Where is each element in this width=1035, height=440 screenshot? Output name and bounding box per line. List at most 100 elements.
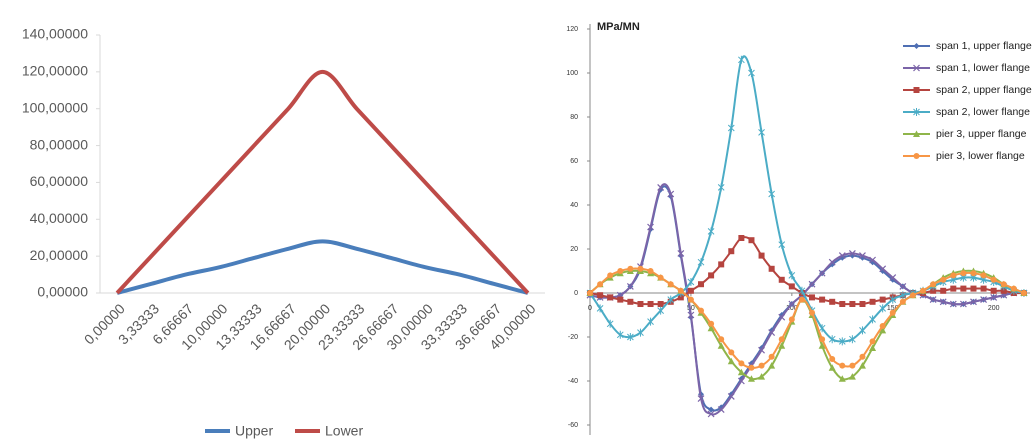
y-tick-label: 20	[570, 246, 578, 253]
x-tick-label: 200	[988, 305, 1000, 312]
marker	[879, 326, 887, 334]
marker	[899, 298, 906, 305]
marker	[920, 287, 927, 294]
marker	[778, 342, 786, 349]
marker	[717, 406, 725, 414]
marker	[617, 296, 624, 303]
marker	[768, 329, 776, 337]
series-line	[589, 269, 1025, 381]
marker	[627, 298, 634, 305]
marker	[869, 298, 876, 305]
marker	[748, 237, 755, 244]
marker	[838, 252, 846, 260]
marker	[597, 281, 604, 288]
marker	[697, 258, 705, 267]
marker	[607, 294, 614, 301]
marker	[727, 357, 735, 365]
marker	[879, 323, 886, 329]
marker	[717, 342, 725, 349]
marker	[848, 373, 856, 380]
marker	[727, 392, 735, 400]
marker	[960, 285, 967, 292]
marker	[798, 296, 805, 303]
marker	[607, 272, 614, 279]
marker	[899, 291, 907, 300]
legend-label: span 2, upper flange	[936, 84, 1032, 96]
legend-marker	[913, 64, 920, 72]
marker	[758, 252, 765, 259]
marker	[889, 309, 896, 316]
marker	[637, 301, 644, 307]
marker	[747, 375, 755, 382]
marker	[687, 278, 695, 286]
marker	[768, 265, 775, 272]
marker	[778, 276, 785, 283]
y-tick-label: 60	[570, 158, 578, 165]
marker	[829, 356, 836, 362]
marker	[849, 362, 856, 369]
marker	[818, 342, 826, 349]
marker	[869, 256, 876, 264]
marker	[819, 336, 826, 343]
marker	[838, 337, 846, 346]
marker	[677, 294, 684, 301]
marker	[930, 281, 937, 288]
series-line	[115, 69, 530, 295]
x-tick-label: 150	[887, 305, 899, 312]
y-tick-label: 100,00000	[22, 99, 88, 115]
series-line	[116, 239, 529, 295]
marker	[647, 317, 654, 326]
marker	[627, 265, 634, 272]
marker	[970, 270, 977, 277]
marker	[617, 268, 624, 274]
marker	[748, 364, 755, 371]
marker	[687, 296, 694, 303]
legend-marker	[913, 153, 920, 159]
y-tick-label: 0,00000	[37, 284, 88, 300]
marker	[738, 235, 745, 241]
marker	[839, 301, 846, 307]
marker	[798, 286, 806, 295]
marker	[869, 315, 876, 324]
marker	[737, 368, 745, 376]
y-tick-label: 0	[574, 290, 578, 297]
marker	[626, 282, 634, 290]
marker	[829, 298, 836, 305]
marker	[869, 338, 876, 345]
y-tick-label: 20,00000	[30, 247, 89, 263]
marker	[627, 333, 634, 341]
marker	[657, 274, 664, 281]
legend-label: pier 3, upper flange	[936, 128, 1027, 140]
marker	[778, 336, 785, 343]
marker	[859, 326, 866, 335]
marker	[737, 377, 745, 385]
marker	[990, 287, 997, 294]
legend-label: Upper	[235, 423, 273, 439]
marker	[849, 301, 856, 307]
marker	[869, 344, 877, 351]
marker	[758, 373, 766, 380]
marker	[899, 282, 907, 290]
marker	[768, 362, 776, 369]
y-tick-label: 80,00000	[30, 136, 89, 152]
legend-label: span 2, lower flange	[936, 106, 1030, 118]
marker	[980, 272, 987, 279]
marker	[980, 296, 988, 304]
marker	[939, 298, 947, 306]
marker	[708, 406, 715, 413]
marker	[718, 336, 725, 343]
marker	[889, 274, 897, 282]
marker	[1000, 281, 1007, 288]
marker	[859, 252, 866, 260]
legend-marker	[913, 130, 920, 137]
marker	[839, 254, 846, 261]
marker	[728, 349, 735, 356]
marker	[616, 330, 624, 339]
marker	[949, 300, 957, 308]
marker	[778, 240, 786, 249]
marker	[828, 335, 836, 344]
y-tick-label: 80	[570, 114, 578, 121]
marker	[707, 410, 715, 418]
marker	[818, 269, 826, 277]
